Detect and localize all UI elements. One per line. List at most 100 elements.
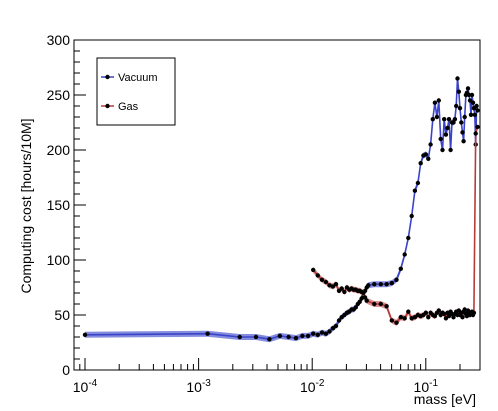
data-point bbox=[460, 130, 465, 135]
data-point bbox=[451, 315, 456, 320]
data-point bbox=[311, 267, 316, 273]
x-tick-label: 10-4 bbox=[73, 378, 98, 395]
data-point bbox=[468, 112, 474, 118]
data-point bbox=[300, 333, 305, 339]
data-point bbox=[394, 320, 399, 325]
data-point bbox=[372, 301, 377, 307]
data-point bbox=[319, 277, 325, 282]
legend-vacuum-label: Vacuum bbox=[118, 72, 158, 84]
data-point bbox=[402, 252, 407, 257]
data-point bbox=[357, 299, 362, 304]
data-point bbox=[442, 311, 447, 317]
legend-gas-marker bbox=[105, 103, 110, 109]
data-point bbox=[378, 301, 383, 307]
data-point bbox=[423, 152, 429, 157]
data-point bbox=[311, 331, 316, 336]
data-point bbox=[434, 114, 440, 120]
data-point bbox=[315, 273, 320, 278]
data-point bbox=[438, 136, 443, 142]
data-point bbox=[457, 106, 463, 111]
y-tick-label: 250 bbox=[47, 87, 71, 103]
data-point bbox=[327, 329, 332, 334]
legend-gas-label: Gas bbox=[118, 101, 139, 113]
data-point bbox=[472, 112, 477, 118]
data-point bbox=[473, 131, 478, 136]
x-tick-label: 10-2 bbox=[300, 378, 325, 395]
data-point bbox=[474, 103, 479, 109]
data-point bbox=[361, 290, 366, 296]
data-point bbox=[82, 332, 88, 337]
data-point bbox=[333, 282, 339, 287]
data-point bbox=[469, 92, 475, 98]
series-vacuum bbox=[82, 75, 480, 343]
data-point bbox=[406, 309, 411, 314]
x-tick-label: 10-1 bbox=[414, 378, 439, 395]
data-point bbox=[430, 117, 435, 122]
data-point bbox=[366, 283, 371, 288]
data-point bbox=[465, 86, 471, 91]
legend-vacuum-marker bbox=[105, 74, 110, 80]
data-point bbox=[253, 334, 259, 340]
data-point bbox=[426, 156, 431, 161]
data-point bbox=[460, 315, 465, 320]
y-tick-label: 150 bbox=[47, 197, 71, 213]
data-point bbox=[315, 332, 320, 337]
data-point bbox=[436, 308, 441, 313]
data-point bbox=[454, 103, 459, 109]
data-point bbox=[459, 120, 464, 125]
y-tick-label: 300 bbox=[47, 32, 71, 48]
data-point bbox=[428, 142, 433, 147]
data-point bbox=[446, 117, 452, 122]
data-point bbox=[415, 180, 421, 186]
data-point bbox=[445, 125, 450, 131]
data-point bbox=[330, 326, 336, 331]
data-point bbox=[423, 310, 429, 315]
data-point bbox=[409, 213, 414, 219]
data-point bbox=[384, 304, 389, 309]
data-point bbox=[436, 98, 441, 103]
data-point bbox=[389, 318, 394, 323]
data-point bbox=[442, 117, 447, 122]
data-point bbox=[362, 295, 368, 300]
x-tick-label: 10-3 bbox=[186, 378, 211, 395]
data-point bbox=[462, 114, 467, 120]
data-point bbox=[323, 331, 329, 336]
data-point bbox=[432, 100, 438, 105]
data-point bbox=[342, 289, 347, 295]
data-point bbox=[432, 313, 438, 319]
data-point bbox=[461, 139, 466, 144]
legend-box bbox=[96, 57, 176, 126]
data-point bbox=[333, 323, 339, 329]
y-tick-label: 200 bbox=[47, 142, 71, 158]
data-point bbox=[267, 337, 272, 342]
y-tick-label: 0 bbox=[62, 362, 70, 378]
data-point bbox=[451, 120, 456, 125]
data-point bbox=[277, 333, 283, 339]
data-point bbox=[471, 310, 477, 315]
data-point bbox=[418, 161, 423, 166]
data-point bbox=[378, 282, 383, 287]
data-point bbox=[364, 298, 369, 303]
data-point bbox=[426, 315, 431, 320]
data-point bbox=[336, 318, 342, 323]
data-point bbox=[462, 307, 467, 312]
data-point bbox=[323, 279, 329, 285]
data-point bbox=[389, 280, 394, 286]
data-point bbox=[455, 76, 460, 81]
data-point bbox=[398, 315, 403, 320]
axes-layer: 0 50 100 150 200 250 300 10-4 10-3 10-2 10-1 bbox=[47, 32, 461, 395]
data-point bbox=[205, 331, 210, 336]
data-point bbox=[443, 132, 449, 137]
data-point bbox=[237, 334, 242, 340]
data-point bbox=[286, 334, 291, 340]
data-point bbox=[384, 282, 389, 287]
data-point bbox=[398, 266, 403, 271]
data-point bbox=[305, 333, 311, 339]
data-point bbox=[443, 316, 449, 321]
data-point bbox=[456, 89, 461, 94]
data-point bbox=[412, 188, 418, 193]
data-point bbox=[406, 235, 411, 241]
data-point bbox=[440, 147, 445, 153]
data-point bbox=[470, 100, 476, 105]
